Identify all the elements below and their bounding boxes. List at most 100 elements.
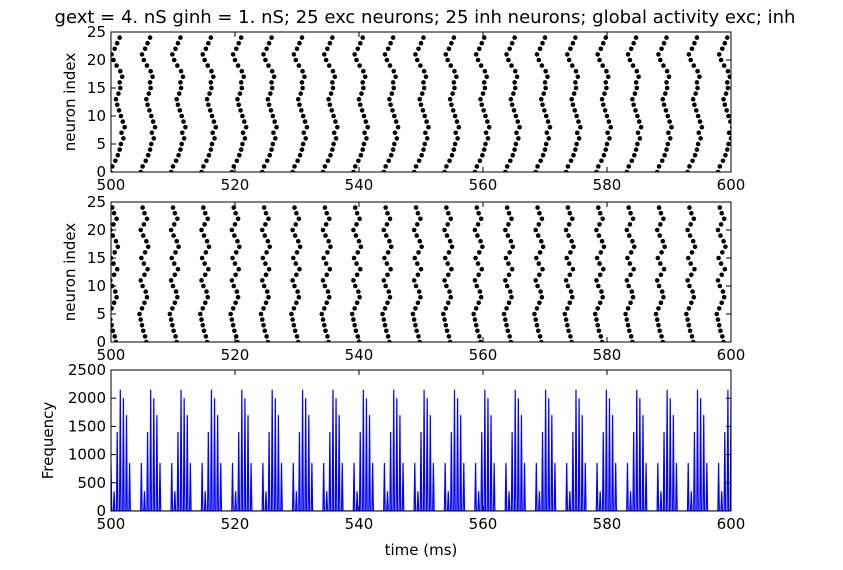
spike-marker [117,147,122,152]
spike-marker [517,124,522,130]
spike-marker [486,124,492,130]
spike-marker [597,57,602,63]
spike-marker [266,266,272,272]
spike-marker [506,272,512,278]
spike-marker [263,57,268,63]
spike-marker [148,68,153,74]
spike-marker [446,334,452,339]
spike-marker [416,289,422,294]
spike-marker [323,57,329,63]
spike-marker [475,57,481,63]
spike-marker [200,52,206,57]
spike-marker [291,322,297,328]
spike-marker [352,205,358,210]
spike-marker [175,40,181,46]
spike-marker [684,311,689,317]
spike-marker [240,113,245,119]
spike-marker [354,300,360,306]
spike-marker [330,85,336,91]
spike-marker [454,74,459,80]
plot-frame [110,369,732,512]
spike-marker [472,169,478,172]
spike-marker [384,57,390,63]
spike-marker [240,141,245,147]
spike-marker [723,91,729,96]
spike-marker [320,317,326,322]
spike-marker [568,289,574,294]
spike-marker [386,289,392,294]
spike-marker [417,238,423,244]
spike-marker [234,289,240,294]
spike-marker [293,222,299,227]
spike-marker [689,46,695,52]
spike-marker [508,339,514,342]
spike-marker [596,233,602,238]
spike-marker [623,311,628,317]
spike-marker [655,255,661,261]
spike-marker [600,266,606,272]
spike-marker [534,322,540,328]
spike-marker [302,74,307,80]
spike-marker [443,52,449,57]
spike-marker [296,294,302,300]
spike-marker [264,158,270,164]
spike-marker [569,294,575,300]
spike-marker [574,130,580,136]
spike-marker [483,130,489,136]
spike-marker [596,283,601,289]
spike-marker [600,216,605,222]
spike-marker [207,108,213,113]
spike-marker [383,233,389,238]
spike-marker [573,80,578,85]
spike-marker [563,278,569,283]
spike-marker [634,85,640,91]
spike-marker [383,283,388,289]
spike-marker [323,233,328,238]
spike-marker [179,141,184,147]
spike-marker [303,136,308,141]
spike-marker [326,294,332,300]
spike-marker [205,294,211,300]
spike-marker [230,255,235,261]
spike-marker [666,74,672,80]
spike-marker [722,266,728,272]
spike-marker [718,57,724,63]
spike-marker [388,40,393,46]
spike-marker [571,91,577,96]
spike-marker [695,68,700,74]
spike-marker [565,205,571,210]
spike-marker [656,306,661,311]
spike-marker [384,261,390,266]
spike-marker [475,222,481,227]
spike-marker [147,80,153,85]
spike-marker [394,136,400,141]
spike-marker [419,91,425,96]
spike-marker [597,210,603,216]
spike-marker [453,130,459,136]
spike-marker [114,102,120,108]
spike-marker [299,80,305,85]
spike-marker [696,130,702,136]
spike-marker [118,85,123,91]
spike-marker [229,227,235,233]
spike-marker [724,108,729,113]
spike-marker [692,102,697,108]
spike-marker [140,233,146,238]
spike-marker [290,169,295,172]
spike-marker [138,227,144,233]
spike-marker [178,80,183,85]
spike-marker [353,328,359,334]
spike-marker [661,294,666,300]
spike-marker [356,158,361,164]
spike-marker [535,164,540,169]
spike-marker [321,306,327,311]
spike-marker [420,108,426,113]
spike-marker [328,152,333,158]
spike-marker [509,40,515,46]
spike-marker [505,328,511,334]
spike-marker [144,294,150,300]
spike-marker [297,266,302,272]
spike-marker [630,238,635,244]
spike-marker [714,311,720,317]
spike-marker [385,300,390,306]
